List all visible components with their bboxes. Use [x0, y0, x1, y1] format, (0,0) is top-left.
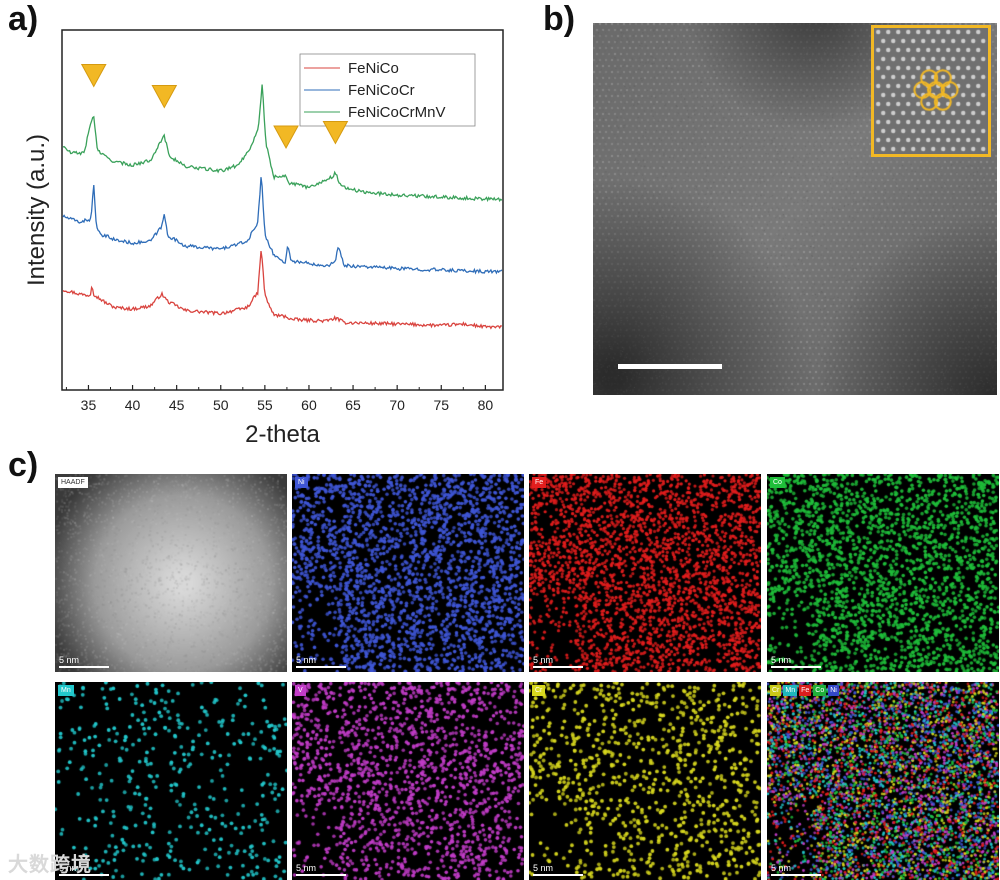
series-line-FeNiCoCrMnV — [62, 84, 503, 203]
overlay-tags: Cr Mn Fe Co Ni — [770, 685, 839, 696]
map-scale-bar: 5 nm — [771, 863, 821, 876]
map-scale-bar: 5 nm — [296, 863, 346, 876]
map-scale-label: 5 nm — [771, 863, 792, 873]
x-tick-label: 60 — [301, 397, 317, 413]
eds-map-haadf: HAADF 5 nm — [55, 474, 287, 672]
eds-map-canvas — [55, 682, 287, 880]
overlay-tag: Cr — [770, 685, 782, 696]
map-element-label: V — [295, 685, 306, 696]
x-tick-label: 70 — [389, 397, 405, 413]
eds-map-mn: Mn 5 nm — [55, 682, 287, 880]
overlay-tag: Ni — [828, 685, 839, 696]
map-scale-line — [771, 874, 821, 876]
map-scale-label: 5 nm — [59, 655, 80, 665]
map-scale-line — [533, 666, 583, 668]
map-scale-line — [771, 666, 821, 668]
x-tick-label: 80 — [478, 397, 494, 413]
overlay-tag: Mn — [783, 685, 798, 696]
map-element-label: Ni — [295, 477, 308, 488]
map-scale-label: 5 nm — [296, 655, 317, 665]
map-scale-line — [296, 666, 346, 668]
map-scale-bar: 5 nm — [533, 863, 583, 876]
legend-label: FeNiCo — [348, 60, 399, 77]
map-element-label: Co — [770, 477, 785, 488]
y-axis-label: Intensity (a.u.) — [23, 134, 50, 286]
panel-label-c: c) — [8, 446, 39, 484]
xrd-chart: 35 40 45 50 55 60 65 70 75 80 2-theta Intensity (a.… — [23, 29, 504, 448]
panel-label-a: a) — [8, 0, 39, 38]
map-scale-label: 5 nm — [771, 655, 792, 665]
series-line-FeNiCo — [62, 251, 503, 330]
map-scale-line — [296, 874, 346, 876]
map-scale-bar: 5 nm — [59, 863, 109, 876]
map-element-label: HAADF — [58, 477, 88, 488]
map-element-label: Fe — [532, 477, 547, 488]
x-tick-label: 55 — [257, 397, 273, 413]
legend-label: FeNiCoCrMnV — [348, 104, 446, 121]
hrtem-inset — [871, 25, 991, 157]
x-tick-label: 45 — [169, 397, 185, 413]
map-scale-label: 5 nm — [296, 863, 317, 873]
eds-map-canvas — [529, 474, 761, 672]
watermark: 大数跨境 — [8, 852, 92, 876]
peak-marker — [273, 125, 299, 150]
peak-marker — [80, 64, 107, 88]
map-scale-bar: 5 nm — [296, 655, 346, 668]
map-scale-line — [59, 874, 109, 876]
x-tick-label: 50 — [213, 397, 229, 413]
plot-frame — [61, 29, 504, 391]
panel-label-b: b) — [543, 0, 576, 38]
x-tick-label: 35 — [81, 397, 97, 413]
legend-label: FeNiCoCr — [348, 82, 415, 99]
eds-map-canvas — [292, 474, 524, 672]
x-axis-label: 2-theta — [245, 421, 320, 448]
hrtem-scale-bar — [618, 364, 722, 369]
x-tick-label: 40 — [125, 397, 141, 413]
overlay-tag: Co — [813, 685, 827, 696]
eds-map-canvas — [767, 682, 999, 880]
hrtem-inset-canvas — [874, 28, 988, 154]
eds-map-canvas — [767, 474, 999, 672]
x-tick-label: 65 — [345, 397, 361, 413]
map-scale-label: 5 nm — [533, 655, 554, 665]
map-scale-label: 5 nm — [59, 863, 80, 873]
eds-map-canvas — [529, 682, 761, 880]
eds-map-co: Co 5 nm — [767, 474, 999, 672]
map-scale-bar: 5 nm — [59, 655, 109, 668]
peak-marker — [322, 121, 349, 145]
eds-map-ni: Ni 5 nm — [292, 474, 524, 672]
map-scale-line — [59, 666, 109, 668]
eds-map-fe: Fe 5 nm — [529, 474, 761, 672]
peak-marker — [151, 85, 178, 109]
series-line-FeNiCoCr — [62, 177, 503, 275]
eds-map-cr: Cr 5 nm — [529, 682, 761, 880]
map-scale-bar: 5 nm — [771, 655, 821, 668]
map-element-label: Cr — [532, 685, 546, 696]
eds-map-v: V 5 nm — [292, 682, 524, 880]
eds-map-canvas — [292, 682, 524, 880]
eds-map-overlay: Cr Mn Fe Co Ni 5 nm — [767, 682, 999, 880]
map-element-label: Mn — [58, 685, 74, 696]
map-scale-bar: 5 nm — [533, 655, 583, 668]
x-tick-label: 75 — [433, 397, 449, 413]
map-scale-line — [533, 874, 583, 876]
map-scale-label: 5 nm — [533, 863, 554, 873]
eds-map-canvas — [55, 474, 287, 672]
overlay-tag: Fe — [799, 685, 812, 696]
hrtem-image — [593, 23, 997, 395]
